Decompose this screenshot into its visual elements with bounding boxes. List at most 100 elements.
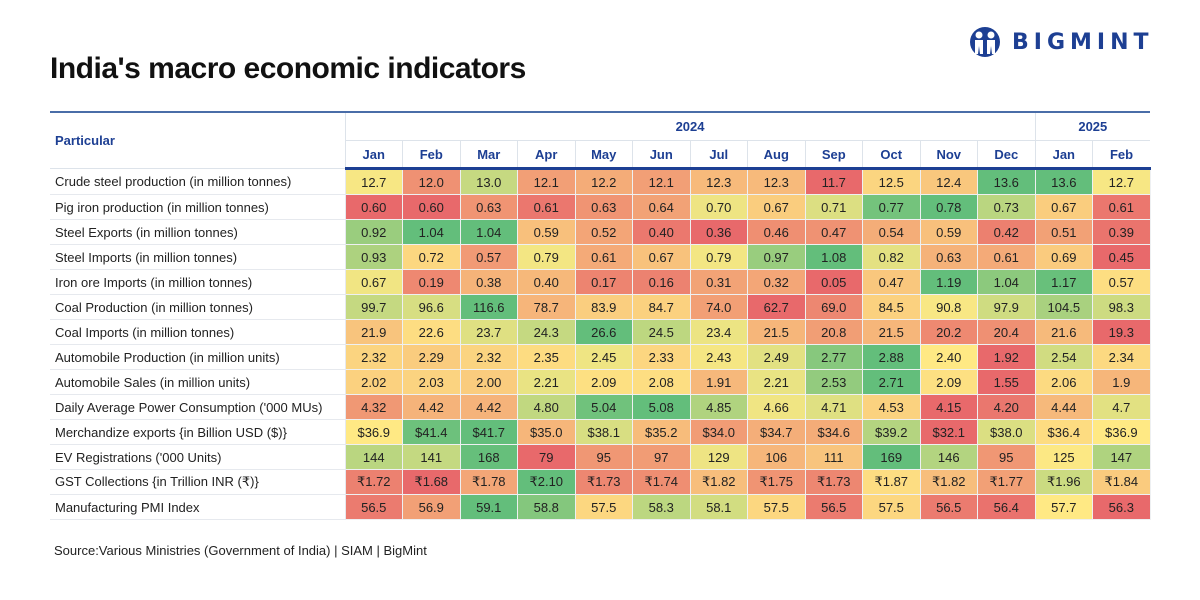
heatmap-cell: 0.59 <box>919 219 978 245</box>
table-row: Automobile Production (in million units)… <box>50 344 1151 370</box>
heatmap-cell: 13.6 <box>1034 168 1094 195</box>
heatmap-cell: 58.8 <box>517 494 576 520</box>
heatmap-cell: 21.5 <box>747 319 806 345</box>
heatmap-cell: 147 <box>1092 444 1151 470</box>
heatmap-cell: 4.32 <box>344 394 403 420</box>
heatmap-cell: $39.2 <box>862 419 921 445</box>
row-label: Coal Production (in million tonnes) <box>50 294 346 320</box>
heatmap-cell: 2.35 <box>517 344 576 370</box>
heatmap-cell: $35.2 <box>632 419 691 445</box>
heatmap-cell: 2.09 <box>574 369 633 395</box>
heatmap-cell: 0.16 <box>632 269 691 295</box>
heatmap-cell: 12.1 <box>517 168 576 195</box>
logo-text: BIGMINT <box>1012 29 1154 55</box>
heatmap-cell: $36.9 <box>1092 419 1151 445</box>
heatmap-cell: 56.5 <box>344 494 403 520</box>
heatmap-cell: 12.7 <box>344 168 403 195</box>
heatmap-cell: 95 <box>977 444 1036 470</box>
heatmap-cell: 1.19 <box>919 269 978 295</box>
heatmap-cell: 0.54 <box>862 219 921 245</box>
heatmap-cell: 0.57 <box>1092 269 1151 295</box>
row-label: Coal Imports (in million tonnes) <box>50 319 346 345</box>
row-label: Steel Imports (in million tonnes) <box>50 244 346 270</box>
heatmap-cell: 84.5 <box>862 294 921 320</box>
heatmap-cell: $41.7 <box>459 419 518 445</box>
heatmap-cell: ₹1.68 <box>402 469 461 495</box>
heatmap-cell: 0.78 <box>919 194 978 220</box>
heatmap-cell: 59.1 <box>459 494 518 520</box>
heatmap-cell: 111 <box>804 444 863 470</box>
heatmap-cell: $34.6 <box>804 419 863 445</box>
heatmap-cell: 0.71 <box>804 194 863 220</box>
heatmap-cell: 104.5 <box>1034 294 1094 320</box>
heatmap-cell: 0.61 <box>1092 194 1151 220</box>
month-header: May <box>574 140 633 170</box>
heatmap-cell: 0.60 <box>402 194 461 220</box>
heatmap-cell: 69.0 <box>804 294 863 320</box>
heatmap-cell: 0.67 <box>747 194 806 220</box>
table-row: Coal Imports (in million tonnes) 21.9 22.6… <box>50 319 1151 345</box>
heatmap-cell: 0.61 <box>517 194 576 220</box>
row-label: Iron ore Imports (in million tonnes) <box>50 269 346 295</box>
heatmap-cell: 2.00 <box>459 369 518 395</box>
heatmap-cell: ₹1.75 <box>747 469 806 495</box>
heatmap-cell: 2.29 <box>402 344 461 370</box>
heatmap-cell: 5.08 <box>632 394 691 420</box>
heatmap-cell: 5.04 <box>574 394 633 420</box>
heatmap-body: Crude steel production (in million tonne… <box>50 168 1151 520</box>
month-header: Sep <box>804 140 863 170</box>
heatmap-cell: 2.34 <box>1092 344 1151 370</box>
heatmap-cell: 2.06 <box>1034 369 1094 395</box>
heatmap-cell: 2.71 <box>862 369 921 395</box>
heatmap-cell: 4.85 <box>689 394 748 420</box>
row-label: Pig iron production (in million tonnes) <box>50 194 346 220</box>
row-label: EV Registrations ('000 Units) <box>50 444 346 470</box>
heatmap-cell: $34.0 <box>689 419 748 445</box>
table-row: GST Collections {in Trillion INR (₹)} ₹1.… <box>50 469 1151 495</box>
heatmap-cell: 0.42 <box>977 219 1036 245</box>
heatmap-cell: 129 <box>689 444 748 470</box>
heatmap-cell: 1.92 <box>977 344 1036 370</box>
heatmap-cell: 78.7 <box>517 294 576 320</box>
heatmap-cell: $35.0 <box>517 419 576 445</box>
heatmap-cell: 0.51 <box>1034 219 1094 245</box>
heatmap-cell: 1.08 <box>804 244 863 270</box>
heatmap-cell: 56.5 <box>804 494 863 520</box>
heatmap-cell: 79 <box>517 444 576 470</box>
heatmap-cell: 0.63 <box>459 194 518 220</box>
heatmap-cell: 12.3 <box>689 168 748 195</box>
heatmap-cell: $34.7 <box>747 419 806 445</box>
year-2025-header: 2025 <box>1034 111 1151 141</box>
heatmap-cell: 56.9 <box>402 494 461 520</box>
table-row: Steel Imports (in million tonnes) 0.93 0.7… <box>50 244 1151 270</box>
heatmap-cell: 12.4 <box>919 168 978 195</box>
heatmap-cell: 2.32 <box>344 344 403 370</box>
heatmap-cell: 1.9 <box>1092 369 1151 395</box>
month-header: Dec <box>977 140 1036 170</box>
heatmap-cell: 0.93 <box>344 244 403 270</box>
heatmap-cell: 21.5 <box>862 319 921 345</box>
heatmap-cell: 0.17 <box>574 269 633 295</box>
row-label: Merchandize exports {in Billion USD ($)} <box>50 419 346 445</box>
heatmap-cell: 24.5 <box>632 319 691 345</box>
heatmap-cell: 19.3 <box>1092 319 1151 345</box>
heatmap-cell: 21.9 <box>344 319 403 345</box>
heatmap-cell: 2.54 <box>1034 344 1094 370</box>
heatmap-cell: 84.7 <box>632 294 691 320</box>
bigmint-logo: BIGMINT <box>968 26 1154 58</box>
heatmap-cell: 169 <box>862 444 921 470</box>
heatmap-cell: ₹1.73 <box>574 469 633 495</box>
heatmap-cell: 4.53 <box>862 394 921 420</box>
heatmap-cell: 62.7 <box>747 294 806 320</box>
heatmap-cell: 57.7 <box>1034 494 1094 520</box>
heatmap-cell: ₹1.73 <box>804 469 863 495</box>
heatmap-cell: 4.66 <box>747 394 806 420</box>
heatmap-cell: 22.6 <box>402 319 461 345</box>
table-row: Steel Exports (in million tonnes) 0.92 1.0… <box>50 219 1151 245</box>
heatmap-cell: ₹2.10 <box>517 469 576 495</box>
heatmap-cell: 0.59 <box>517 219 576 245</box>
heatmap-cell: 21.6 <box>1034 319 1094 345</box>
heatmap-cell: 4.80 <box>517 394 576 420</box>
heatmap-cell: 12.2 <box>574 168 633 195</box>
month-header: Nov <box>919 140 978 170</box>
